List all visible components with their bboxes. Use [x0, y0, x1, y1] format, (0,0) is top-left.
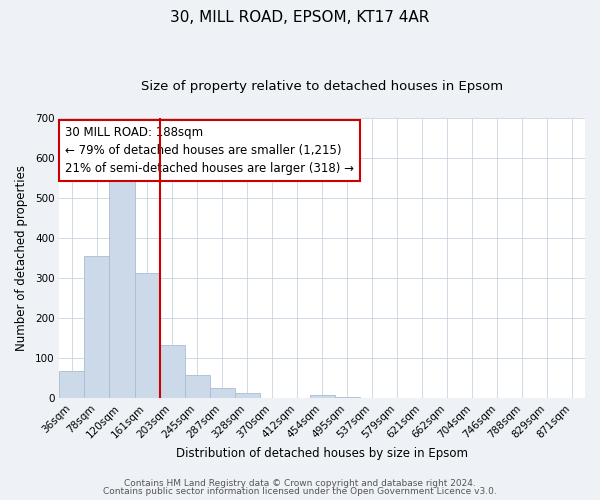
Bar	[235, 393, 260, 398]
Bar	[185, 376, 209, 398]
Title: Size of property relative to detached houses in Epsom: Size of property relative to detached ho…	[141, 80, 503, 93]
Text: 30, MILL ROAD, EPSOM, KT17 4AR: 30, MILL ROAD, EPSOM, KT17 4AR	[170, 10, 430, 25]
Text: 30 MILL ROAD: 188sqm
← 79% of detached houses are smaller (1,215)
21% of semi-de: 30 MILL ROAD: 188sqm ← 79% of detached h…	[65, 126, 353, 175]
Bar	[209, 388, 235, 398]
Text: Contains HM Land Registry data © Crown copyright and database right 2024.: Contains HM Land Registry data © Crown c…	[124, 478, 476, 488]
Bar	[85, 256, 109, 398]
Y-axis label: Number of detached properties: Number of detached properties	[15, 165, 28, 351]
Bar	[109, 171, 134, 398]
Bar	[59, 371, 85, 398]
Bar	[335, 397, 360, 398]
Bar	[160, 346, 185, 399]
Bar	[134, 273, 160, 398]
Text: Contains public sector information licensed under the Open Government Licence v3: Contains public sector information licen…	[103, 487, 497, 496]
X-axis label: Distribution of detached houses by size in Epsom: Distribution of detached houses by size …	[176, 447, 468, 460]
Bar	[310, 394, 335, 398]
